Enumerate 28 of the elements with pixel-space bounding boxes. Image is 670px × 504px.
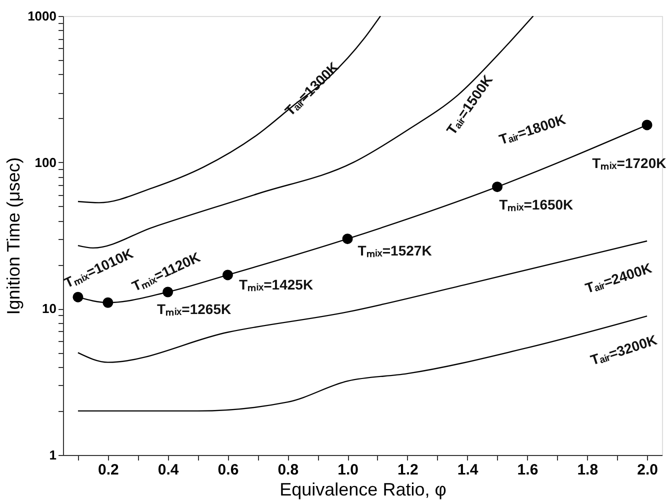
annotation: Tₘᵢₓ=1265K bbox=[157, 300, 232, 317]
annotation: Tₘᵢₓ=1650K bbox=[499, 196, 574, 213]
x-tick-label: 0.8 bbox=[278, 462, 299, 478]
y-axis-title: Ignition Time (μsec) bbox=[4, 157, 24, 315]
x-axis-title: Equivalence Ratio, φ bbox=[280, 480, 446, 500]
x-tick-label: 1.8 bbox=[577, 462, 598, 478]
y-tick-label: 10 bbox=[42, 301, 56, 316]
point bbox=[72, 292, 84, 302]
x-tick-label: 1.2 bbox=[397, 462, 418, 478]
x-tick-label: 2.0 bbox=[637, 462, 658, 478]
x-tick-label: 0.4 bbox=[158, 462, 180, 478]
x-tick-label: 0.6 bbox=[218, 462, 239, 478]
x-tick-label: 1.6 bbox=[517, 462, 538, 478]
point bbox=[642, 120, 652, 130]
y-tick-label: 1 bbox=[49, 448, 56, 462]
point bbox=[342, 234, 353, 244]
x-tick-label: 1.0 bbox=[338, 462, 358, 478]
line-series bbox=[77, 16, 382, 204]
y-tick-label: 100 bbox=[34, 154, 56, 170]
annotation: Tₘᵢₓ=1425K bbox=[238, 276, 314, 292]
point bbox=[102, 297, 114, 308]
x-tick-label: 1.4 bbox=[457, 462, 479, 478]
y-tick-label: 1000 bbox=[28, 8, 56, 24]
point bbox=[222, 270, 233, 280]
annotation: Tₘᵢₓ=1527K bbox=[358, 242, 432, 258]
point bbox=[492, 182, 503, 192]
x-tick-label: 0.2 bbox=[98, 462, 119, 478]
annotation: Tₘᵢₓ=1720K bbox=[592, 154, 666, 171]
